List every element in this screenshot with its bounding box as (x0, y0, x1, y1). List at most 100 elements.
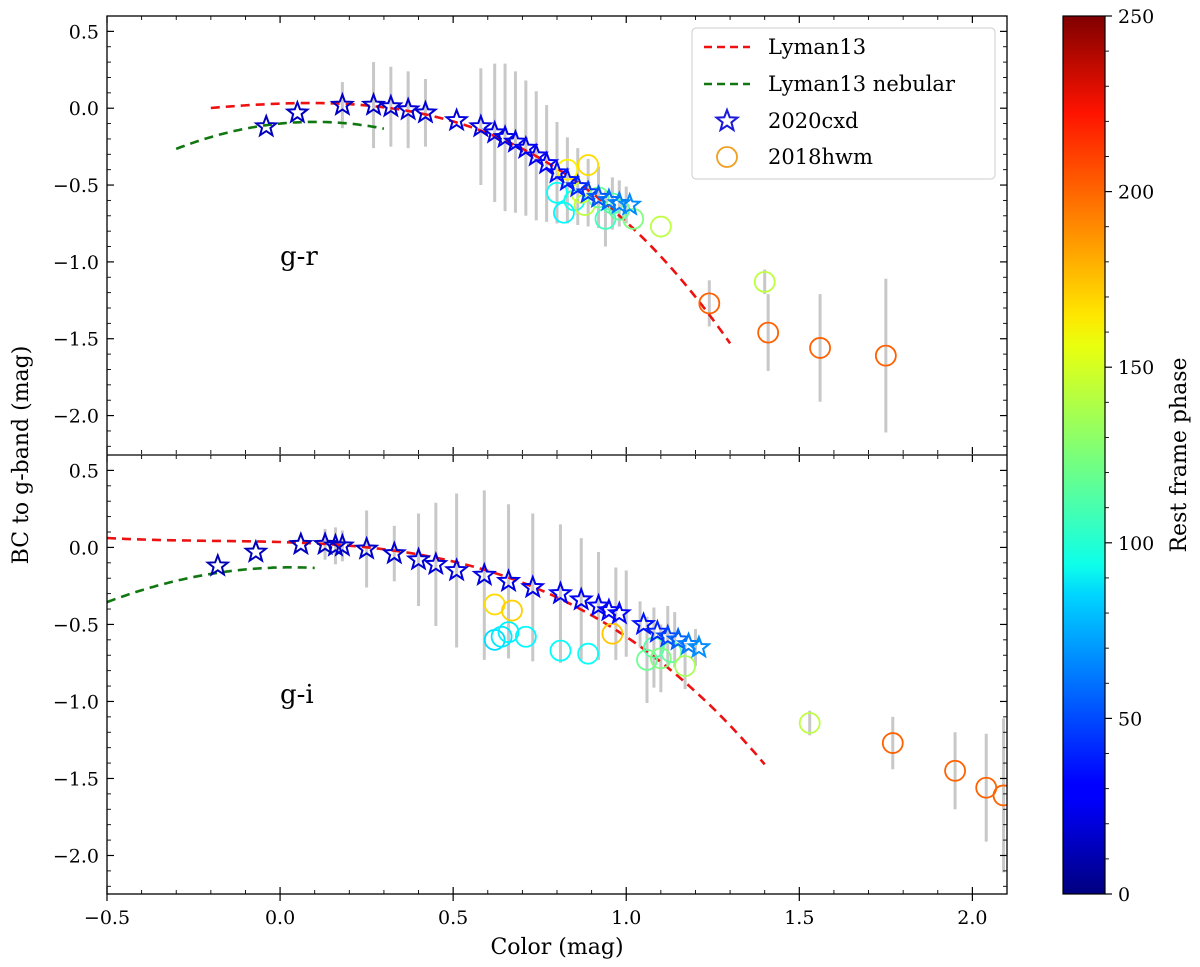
point-2018hwm (649, 215, 672, 238)
point-2020cxd (502, 128, 529, 153)
point-2020cxd (423, 551, 449, 576)
plot-area-g-i (107, 455, 1007, 894)
point-2020cxd (481, 119, 508, 144)
panel-g-i: 0.5 0.0 −0.5 −1.0 −1.5 −2.0 g-i (53, 455, 1007, 894)
ticks-g-i: 0.5 0.0 −0.5 −1.0 −1.5 −2.0 (53, 455, 1007, 894)
y-tick-label: −1.5 (53, 768, 99, 790)
point-2018hwm (698, 292, 721, 315)
point-2020cxd (655, 623, 681, 648)
point-2020cxd (205, 552, 231, 577)
legend-label-lyman13-nebular: Lyman13 nebular (768, 72, 956, 96)
point-2020cxd (443, 557, 470, 582)
point-2020cxd (443, 107, 470, 132)
legend-label-2018hwm: 2018hwm (768, 145, 873, 169)
point-2020cxd (253, 113, 279, 138)
legend-box (691, 27, 996, 180)
legend-label-lyman13: Lyman13 (768, 35, 866, 59)
ticks-g-r: 0.5 0.0 −0.5 −1.0 −1.5 −2.0 (53, 16, 1007, 454)
point-2020cxd (616, 191, 643, 216)
point-2018hwm (874, 344, 897, 367)
point-2018hwm (577, 154, 600, 176)
point-2018hwm (514, 625, 537, 648)
y-tick-label: 0.5 (69, 460, 99, 482)
colorbar-label: Rest frame phase (1167, 357, 1192, 552)
point-2020cxd (322, 532, 349, 557)
point-2020cxd (675, 631, 702, 656)
point-2020cxd (565, 173, 591, 198)
x-tick-label: −0.5 (84, 907, 130, 929)
y-tick-label: −0.5 (53, 175, 99, 197)
point-2020cxd (381, 540, 408, 565)
point-2020cxd (329, 91, 356, 116)
model-curves-g-r (175, 101, 732, 345)
point-2020cxd (596, 597, 622, 622)
point-2020cxd (492, 124, 518, 149)
y-tick-label: 0.0 (69, 537, 99, 559)
point-2018hwm (881, 732, 904, 754)
point-2020cxd (378, 93, 404, 118)
x-tick-label: 2.0 (957, 907, 987, 929)
point-2020cxd (665, 626, 691, 651)
point-2018hwm (757, 321, 780, 344)
point-2018hwm (992, 784, 1007, 807)
y-tick-label: −1.0 (53, 691, 99, 713)
point-2020cxd (606, 600, 633, 625)
y-tick-label: −1.0 (53, 252, 99, 274)
point-2020cxd (630, 611, 657, 636)
x-axis: −0.5 0.0 0.5 1.0 1.5 2.0 (84, 894, 987, 929)
x-axis-label: Color (mag) (490, 935, 623, 960)
point-2018hwm (643, 636, 665, 659)
point-2018hwm (549, 639, 572, 662)
x-tick-label: 1.5 (784, 907, 814, 929)
colorbar: 0 50 100 150 200 250 Rest frame phase (1062, 6, 1192, 906)
point-2018hwm (660, 641, 683, 664)
point-2020cxd (568, 586, 594, 611)
colorbar-tick-label: 200 (1118, 182, 1154, 204)
colorbar-ticks: 0 50 100 150 200 250 (1105, 6, 1154, 906)
y-tick-label: 0.0 (69, 98, 99, 120)
legend-label-2020cxd: 2020cxd (768, 109, 859, 133)
x-tick-label: 0.0 (265, 907, 295, 929)
point-2020cxd (412, 99, 439, 124)
point-2020cxd (547, 580, 574, 605)
point-2020cxd (353, 535, 380, 560)
point-2020cxd (360, 91, 387, 116)
colorbar-tick-label: 250 (1118, 6, 1154, 28)
lyman13-curve (210, 101, 732, 345)
point-2020cxd (243, 538, 269, 563)
point-2018hwm (944, 759, 966, 782)
point-2018hwm (798, 712, 821, 734)
point-2020cxd (585, 183, 612, 209)
y-axis-label: BC to g-band (mag) (9, 346, 34, 565)
panel-label-g-r: g-r (280, 242, 318, 272)
data-markers-g-i (205, 530, 1007, 807)
legend-swatch-2020cxd (713, 107, 741, 133)
y-tick-label: −2.0 (53, 406, 99, 428)
legend: Lyman13 Lyman13 nebular 2020cxd 2018hwm (691, 27, 996, 180)
lyman13-nebular-curve (175, 120, 385, 151)
point-2018hwm (636, 648, 658, 671)
point-2020cxd (520, 574, 546, 599)
point-2020cxd (468, 113, 494, 138)
point-2018hwm (490, 625, 513, 648)
point-2020cxd (575, 179, 601, 204)
colorbar-tick-label: 50 (1118, 708, 1142, 730)
point-2020cxd (644, 618, 671, 643)
point-2020cxd (533, 150, 560, 175)
panel-label-g-i: g-i (280, 680, 314, 710)
legend-swatch-2018hwm (716, 146, 738, 168)
legend-star-icon (713, 107, 741, 133)
x-tick-label: 1.0 (611, 907, 641, 929)
point-2018hwm (649, 647, 672, 670)
point-2020cxd (288, 530, 314, 556)
point-2020cxd (395, 96, 421, 121)
point-2018hwm (577, 642, 600, 665)
x-tick-label: 0.5 (438, 907, 468, 929)
point-2018hwm (674, 655, 696, 677)
point-2020cxd (405, 546, 432, 571)
y-tick-label: −0.5 (53, 614, 99, 636)
y-tick-label: −1.5 (53, 329, 99, 351)
point-2020cxd (495, 567, 522, 593)
colorbar-tick-label: 0 (1118, 884, 1130, 906)
